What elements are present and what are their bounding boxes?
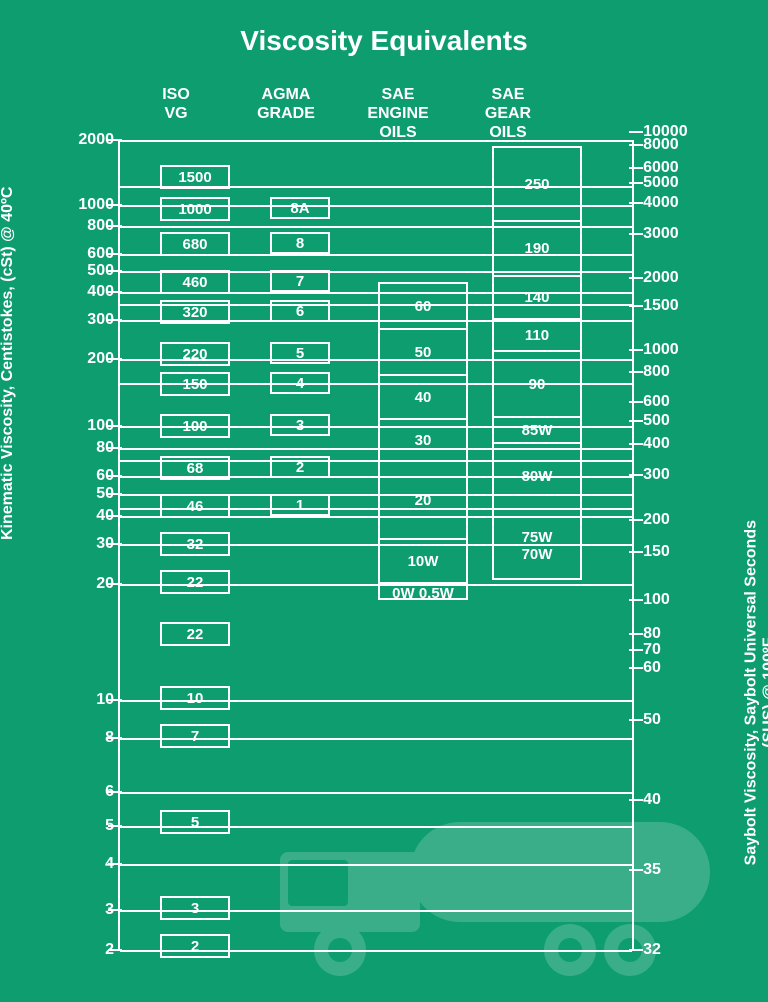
right-tick: 50 — [637, 711, 661, 729]
sae-gear-oils: 2501901401109085W80W75W 70W — [492, 146, 582, 580]
gridline — [120, 140, 632, 142]
left-tick: 60 — [96, 467, 120, 485]
left-tick: 40 — [96, 507, 120, 525]
sae-engine-oils-cell: 20 — [380, 462, 466, 540]
sae-engine-oils-cell: 60 — [380, 284, 466, 330]
right-tick: 200 — [637, 511, 670, 529]
right-tick: 60 — [637, 659, 661, 677]
right-tick: 3000 — [637, 225, 679, 243]
column-header: AGMA GRADE — [241, 85, 331, 123]
sae-engine-oils-cell: 10W — [380, 540, 466, 584]
left-tick: 400 — [87, 283, 120, 301]
column-header: ISO VG — [131, 85, 221, 123]
left-tick: 200 — [87, 350, 120, 368]
iso-vg-box: 10 — [160, 686, 230, 710]
sae-gear-oils-cell: 140 — [494, 277, 580, 320]
iso-vg-box: 46 — [160, 494, 230, 518]
gridline — [120, 792, 632, 794]
sae-gear-oils-cell: 75W 70W — [494, 510, 580, 582]
right-tick: 35 — [637, 861, 661, 879]
right-tick: 40 — [637, 791, 661, 809]
left-tick: 10 — [96, 691, 120, 709]
agma-grade-box: 4 — [270, 372, 330, 394]
iso-vg-box: 3 — [160, 896, 230, 920]
sae-gear-oils-cell: 85W — [494, 418, 580, 444]
left-tick: 30 — [96, 535, 120, 553]
agma-grade-box: 7 — [270, 270, 330, 292]
right-tick: 1000 — [637, 341, 679, 359]
iso-vg-box: 1500 — [160, 165, 230, 189]
left-tick: 6 — [105, 783, 120, 801]
left-tick: 5 — [105, 817, 120, 835]
iso-vg-box: 150 — [160, 372, 230, 396]
left-tick: 3 — [105, 901, 120, 919]
right-tick: 500 — [637, 412, 670, 430]
agma-grade-box: 1 — [270, 494, 330, 516]
left-axis-label: Kinematic Viscosity, Centistokes, (cSt) … — [0, 187, 17, 540]
left-tick: 8 — [105, 729, 120, 747]
agma-grade-box: 2 — [270, 456, 330, 478]
left-tick: 100 — [87, 417, 120, 435]
column-header: SAE ENGINE OILS — [353, 85, 443, 143]
iso-vg-box: 320 — [160, 300, 230, 324]
left-tick: 500 — [87, 262, 120, 280]
right-tick: 70 — [637, 641, 661, 659]
sae-gear-oils-cell: 110 — [494, 320, 580, 352]
sae-engine-oils-cell: 50 — [380, 330, 466, 376]
iso-vg-box: 68 — [160, 456, 230, 480]
left-tick: 20 — [96, 575, 120, 593]
sae-engine-oils-cell: 40 — [380, 376, 466, 420]
iso-vg-box: 220 — [160, 342, 230, 366]
iso-vg-box: 100 — [160, 414, 230, 438]
sae-engine-oils-cell: 0W 0.5W — [380, 584, 466, 602]
left-tick: 1000 — [78, 196, 120, 214]
iso-vg-box: 2 — [160, 934, 230, 958]
agma-grade-box: 8A — [270, 197, 330, 219]
iso-vg-box: 7 — [160, 724, 230, 748]
right-tick: 1500 — [637, 297, 679, 315]
sae-gear-oils-cell: 190 — [494, 222, 580, 277]
viscosity-chart: 2000100080060050040030020010080605040302… — [118, 140, 634, 950]
iso-vg-box: 22 — [160, 622, 230, 646]
sae-engine-oils-cell: 30 — [380, 420, 466, 462]
iso-vg-box: 22 — [160, 570, 230, 594]
chart-title: Viscosity Equivalents — [0, 25, 768, 57]
sae-engine-oils: 605040302010W0W 0.5W — [378, 282, 468, 600]
left-tick: 800 — [87, 217, 120, 235]
sae-gear-oils-cell: 250 — [494, 148, 580, 222]
sae-gear-oils-cell: 80W — [494, 444, 580, 510]
right-tick: 100 — [637, 591, 670, 609]
sae-gear-oils-cell: 90 — [494, 352, 580, 418]
iso-vg-box: 1000 — [160, 197, 230, 221]
right-tick: 5000 — [637, 174, 679, 192]
gridline — [120, 864, 632, 866]
right-tick: 800 — [637, 363, 670, 381]
iso-vg-box: 460 — [160, 270, 230, 294]
iso-vg-box: 680 — [160, 232, 230, 256]
right-tick: 2000 — [637, 269, 679, 287]
agma-grade-box: 8 — [270, 232, 330, 254]
left-tick: 80 — [96, 439, 120, 457]
right-tick: 400 — [637, 435, 670, 453]
left-tick: 600 — [87, 245, 120, 263]
agma-grade-box: 6 — [270, 300, 330, 322]
right-tick: 150 — [637, 543, 670, 561]
right-tick: 8000 — [637, 136, 679, 154]
agma-grade-box: 5 — [270, 342, 330, 364]
right-axis-label: Saybolt Viscosity, Saybolt Universal Sec… — [742, 520, 768, 865]
agma-grade-box: 3 — [270, 414, 330, 436]
left-tick: 4 — [105, 855, 120, 873]
iso-vg-box: 5 — [160, 810, 230, 834]
right-tick: 32 — [637, 941, 661, 959]
right-tick: 4000 — [637, 194, 679, 212]
iso-vg-box: 32 — [160, 532, 230, 556]
right-tick: 300 — [637, 466, 670, 484]
left-tick: 2000 — [78, 131, 120, 149]
right-tick: 600 — [637, 393, 670, 411]
left-tick: 50 — [96, 485, 120, 503]
column-header: SAE GEAR OILS — [463, 85, 553, 143]
left-tick: 2 — [105, 941, 120, 959]
left-tick: 300 — [87, 311, 120, 329]
